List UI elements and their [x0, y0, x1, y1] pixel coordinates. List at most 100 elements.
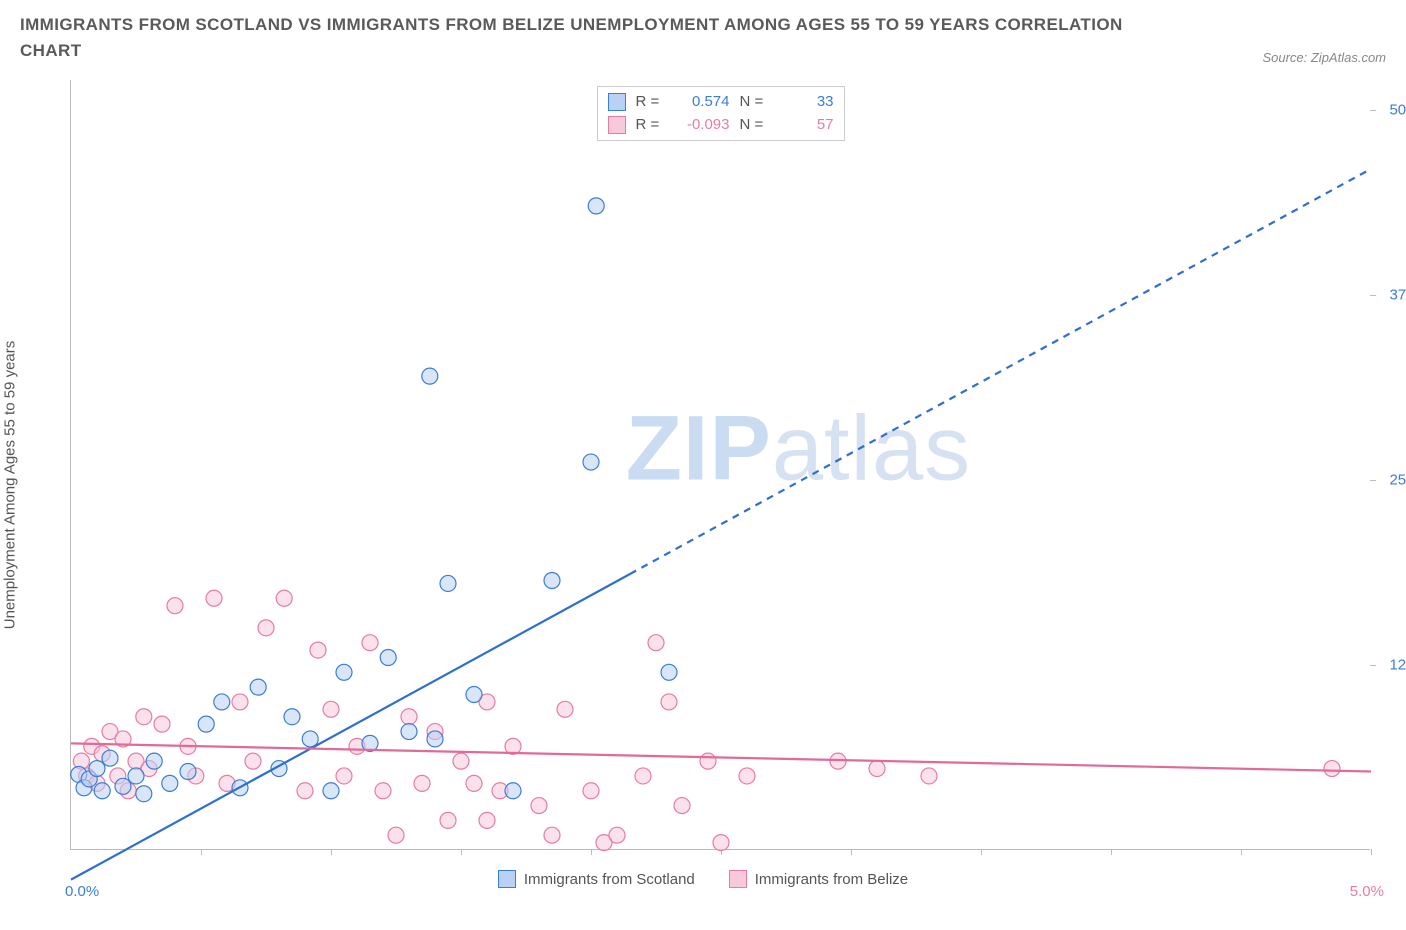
scatter-point-belize — [414, 775, 430, 791]
scatter-point-belize — [557, 701, 573, 717]
x-tick-mark — [201, 849, 202, 855]
scatter-point-belize — [674, 798, 690, 814]
scatter-point-belize — [583, 783, 599, 799]
scatter-point-belize — [206, 590, 222, 606]
scatter-point-belize — [167, 598, 183, 614]
scatter-point-scotland — [115, 778, 131, 794]
legend-n-label: N = — [740, 114, 768, 137]
y-tick-label: 12.5% — [1389, 656, 1406, 673]
y-tick-mark — [1370, 665, 1376, 666]
plot-svg — [71, 80, 1370, 849]
scatter-point-belize — [466, 775, 482, 791]
scatter-point-belize — [154, 716, 170, 732]
y-tick-label: 25.0% — [1389, 471, 1406, 488]
scatter-point-belize — [700, 753, 716, 769]
legend-swatch — [498, 870, 516, 888]
x-tick-mark — [1241, 849, 1242, 855]
scatter-point-belize — [531, 798, 547, 814]
series-legend: Immigrants from Scotland Immigrants from … — [20, 870, 1386, 888]
scatter-point-scotland — [180, 764, 196, 780]
x-tick-mark — [591, 849, 592, 855]
scatter-point-scotland — [583, 454, 599, 470]
scatter-point-belize — [245, 753, 261, 769]
scatter-point-belize — [1324, 761, 1340, 777]
scatter-point-belize — [362, 635, 378, 651]
scatter-point-scotland — [336, 664, 352, 680]
scatter-point-belize — [479, 812, 495, 828]
scatter-point-belize — [921, 768, 937, 784]
chart-container: Unemployment Among Ages 55 to 59 years Z… — [20, 80, 1386, 890]
scatter-point-scotland — [427, 731, 443, 747]
x-tick-mark — [851, 849, 852, 855]
scatter-point-scotland — [198, 716, 214, 732]
scatter-point-belize — [544, 827, 560, 843]
legend-item: Immigrants from Belize — [729, 870, 908, 888]
scatter-point-scotland — [214, 694, 230, 710]
scatter-point-belize — [739, 768, 755, 784]
x-tick-mark — [1371, 849, 1372, 855]
legend-r-label: R = — [636, 114, 664, 137]
legend-swatch — [608, 93, 626, 111]
x-tick-mark — [981, 849, 982, 855]
scatter-plot: ZIPatlas R =0.574N =33R =-0.093N =57 12.… — [70, 80, 1370, 850]
scatter-point-scotland — [544, 573, 560, 589]
scatter-point-scotland — [401, 724, 417, 740]
scatter-point-scotland — [162, 775, 178, 791]
scatter-point-scotland — [284, 709, 300, 725]
scatter-point-scotland — [128, 768, 144, 784]
scatter-point-scotland — [250, 679, 266, 695]
legend-row: R = -0.093 N = 57 — [608, 114, 834, 137]
legend-n-value: 33 — [778, 91, 834, 114]
scatter-point-belize — [310, 642, 326, 658]
legend-r-value: -0.093 — [674, 114, 730, 137]
y-tick-label: 50.0% — [1389, 101, 1406, 118]
y-tick-label: 37.5% — [1389, 286, 1406, 303]
y-axis-label: Unemployment Among Ages 55 to 59 years — [2, 341, 19, 630]
scatter-point-scotland — [323, 783, 339, 799]
legend-r-value: 0.574 — [674, 91, 730, 114]
scatter-point-scotland — [422, 368, 438, 384]
scatter-point-belize — [661, 694, 677, 710]
x-tick-mark — [1111, 849, 1112, 855]
trend-line-belize — [71, 743, 1371, 771]
scatter-point-belize — [136, 709, 152, 725]
legend-n-value: 57 — [778, 114, 834, 137]
scatter-point-belize — [635, 768, 651, 784]
y-tick-mark — [1370, 480, 1376, 481]
legend-item: Immigrants from Scotland — [498, 870, 695, 888]
legend-swatch — [608, 116, 626, 134]
scatter-point-scotland — [102, 750, 118, 766]
legend-r-label: R = — [636, 91, 664, 114]
y-tick-mark — [1370, 110, 1376, 111]
scatter-point-scotland — [440, 575, 456, 591]
x-tick-mark — [461, 849, 462, 855]
legend-item-label: Immigrants from Scotland — [524, 871, 695, 888]
scatter-point-belize — [713, 835, 729, 851]
scatter-point-scotland — [661, 664, 677, 680]
scatter-point-belize — [401, 709, 417, 725]
scatter-point-belize — [440, 812, 456, 828]
legend-n-label: N = — [740, 91, 768, 114]
scatter-point-scotland — [505, 783, 521, 799]
scatter-point-scotland — [94, 783, 110, 799]
scatter-point-scotland — [466, 687, 482, 703]
correlation-legend: R = 0.574 N = 33 R = -0.093 N = 57 — [597, 86, 845, 141]
scatter-point-belize — [336, 768, 352, 784]
trend-line-scotland-dashed — [630, 169, 1371, 574]
y-tick-mark — [1370, 295, 1376, 296]
scatter-point-scotland — [146, 753, 162, 769]
source-label: Source: ZipAtlas.com — [1262, 50, 1386, 65]
scatter-point-belize — [453, 753, 469, 769]
scatter-point-belize — [276, 590, 292, 606]
scatter-point-scotland — [89, 761, 105, 777]
scatter-point-scotland — [588, 198, 604, 214]
scatter-point-belize — [375, 783, 391, 799]
scatter-point-belize — [869, 761, 885, 777]
scatter-point-belize — [297, 783, 313, 799]
legend-row: R = 0.574 N = 33 — [608, 91, 834, 114]
scatter-point-belize — [258, 620, 274, 636]
x-tick-mark — [331, 849, 332, 855]
legend-swatch — [729, 870, 747, 888]
scatter-point-belize — [388, 827, 404, 843]
scatter-point-belize — [609, 827, 625, 843]
